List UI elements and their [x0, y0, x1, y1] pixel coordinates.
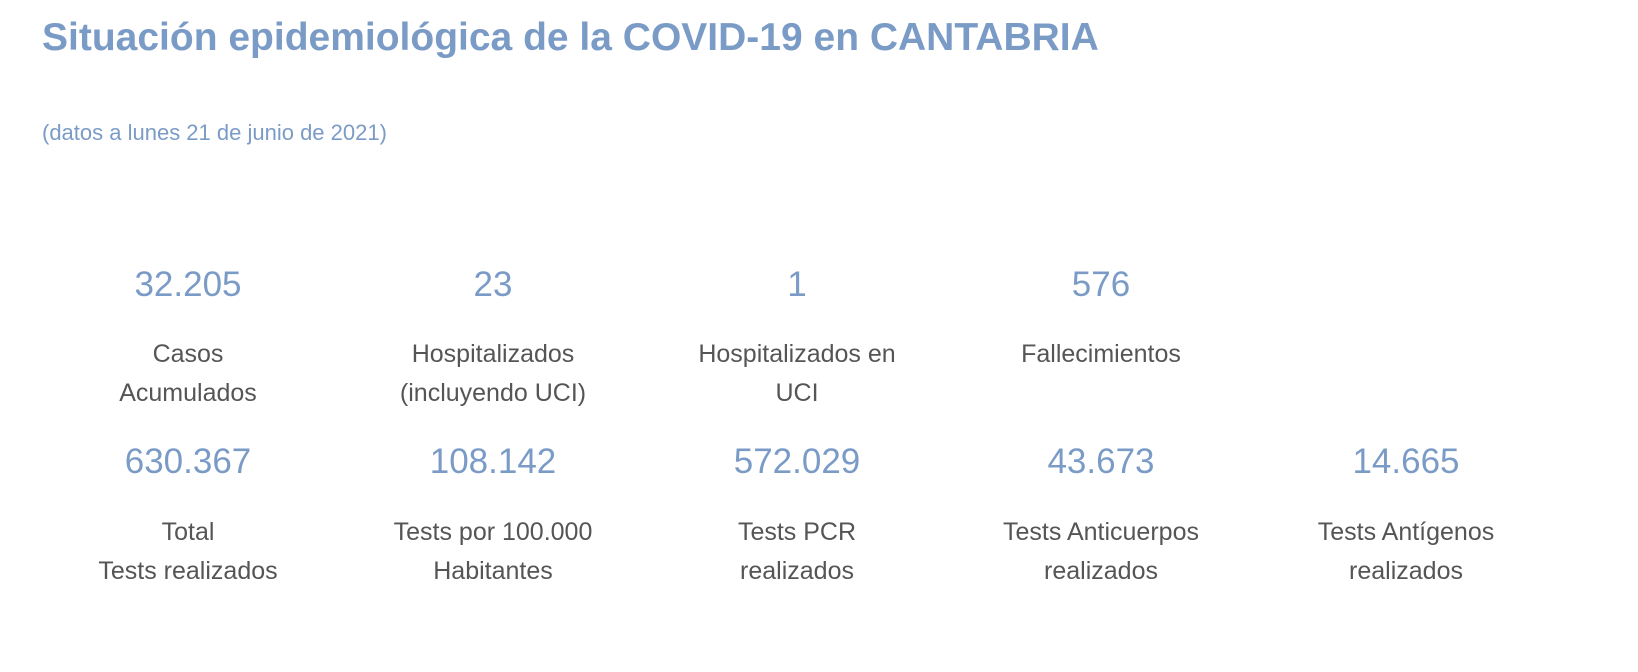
stat-value: 14.665 — [1352, 442, 1460, 481]
stat-label: Fallecimientos — [951, 335, 1251, 413]
stat-label-line: Fallecimientos — [1021, 340, 1181, 368]
stat-label-line: Tests por 100.000 — [393, 518, 593, 546]
stat-label: Hospitalizados (incluyendo UCI) — [343, 335, 643, 413]
stat-label-line: (incluyendo UCI) — [399, 379, 587, 407]
stat-label: Tests por 100.000 Habitantes — [343, 513, 643, 591]
stat-label-line: realizados — [1349, 557, 1463, 585]
stat-label: Hospitalizados en UCI — [647, 335, 947, 413]
stat-label: Tests Anticuerpos realizados — [951, 513, 1251, 591]
stat-label: Casos Acumulados — [38, 335, 338, 413]
stat-label-line: Hospitalizados en — [698, 340, 896, 368]
stat-label-line: Total — [161, 518, 215, 546]
stat-value: 108.142 — [429, 442, 557, 481]
data-date: (datos a lunes 21 de junio de 2021) — [42, 120, 387, 145]
stat-label-line — [951, 374, 1251, 413]
stat-label: Tests PCR realizados — [647, 513, 947, 591]
stat-label-line: Hospitalizados — [411, 340, 575, 368]
stat-value: 572.029 — [733, 442, 861, 481]
stat-label-line: Acumulados — [119, 379, 257, 407]
stat-label: Total Tests realizados — [38, 513, 338, 591]
stat-label-line: realizados — [740, 557, 854, 585]
page-title: Situación epidemiológica de la COVID-19 … — [42, 16, 1099, 59]
stat-label: Tests Antígenos realizados — [1256, 513, 1556, 591]
stat-label-line: UCI — [775, 379, 819, 407]
stat-value: 630.367 — [124, 442, 252, 481]
stat-label-line: Tests Anticuerpos — [1003, 518, 1199, 546]
stat-label-line: Tests PCR — [737, 518, 857, 546]
stat-label-line: realizados — [1044, 557, 1158, 585]
stat-label-line: Habitantes — [433, 557, 553, 585]
stat-value: 23 — [473, 265, 513, 304]
stat-value: 576 — [1071, 265, 1131, 304]
stat-value: 43.673 — [1047, 442, 1155, 481]
stat-value: 1 — [787, 265, 807, 304]
stat-label-line: Tests realizados — [98, 557, 278, 585]
stat-label-line: Casos — [152, 340, 224, 368]
stat-value: 32.205 — [134, 265, 242, 304]
stat-label-line: Tests Antígenos — [1317, 518, 1495, 546]
